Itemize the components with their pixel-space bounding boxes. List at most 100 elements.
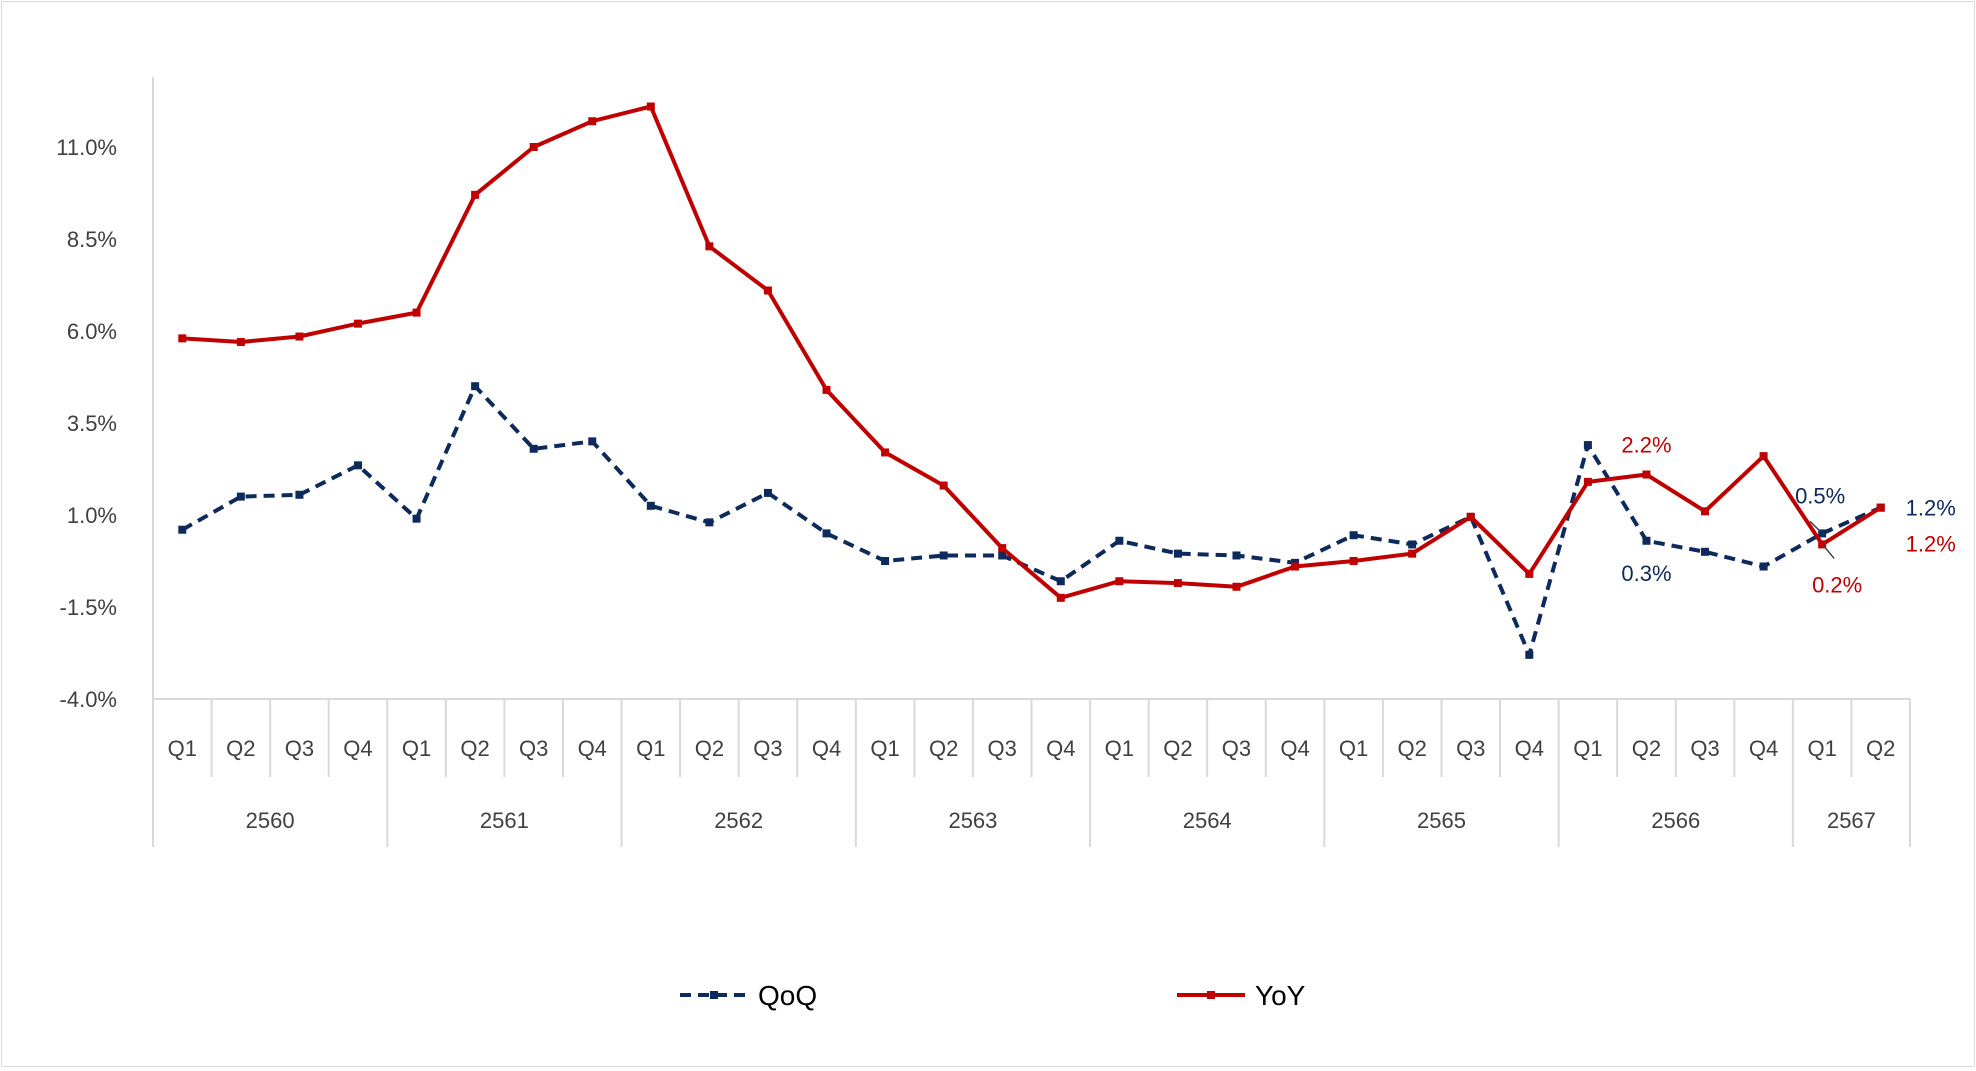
quarter-label: Q1 xyxy=(1105,736,1134,761)
point-qoq xyxy=(588,437,597,446)
point-qoq xyxy=(939,551,948,560)
point-qoq xyxy=(646,501,655,510)
point-qoq xyxy=(1173,549,1182,558)
data-label-yoy: 2.2% xyxy=(1621,433,1671,458)
quarter-label: Q2 xyxy=(695,736,724,761)
quarter-label: Q4 xyxy=(1515,736,1544,761)
point-yoy xyxy=(1818,540,1827,549)
point-yoy xyxy=(236,338,245,347)
point-yoy xyxy=(939,481,948,490)
quarter-label: Q2 xyxy=(1866,736,1895,761)
y-tick-label: -1.5% xyxy=(60,595,117,620)
quarter-label: Q2 xyxy=(1163,736,1192,761)
series-line-yoy xyxy=(182,104,1882,600)
point-yoy xyxy=(178,334,187,343)
quarter-label: Q2 xyxy=(226,736,255,761)
data-label-qoq: 0.5% xyxy=(1795,483,1845,508)
point-yoy xyxy=(1525,569,1534,578)
year-label: 2560 xyxy=(246,808,295,833)
point-qoq xyxy=(763,488,772,497)
quarter-label: Q3 xyxy=(1456,736,1485,761)
year-label: 2564 xyxy=(1183,808,1232,833)
quarter-label: Q1 xyxy=(870,736,899,761)
point-yoy xyxy=(1173,579,1182,588)
legend: QoQ YoY xyxy=(680,980,1306,1011)
quarter-label: Q2 xyxy=(1632,736,1661,761)
data-label-yoy: 1.2% xyxy=(1906,532,1956,557)
data-label-yoy: 0.2% xyxy=(1812,572,1862,597)
point-qoq xyxy=(178,525,187,534)
axes xyxy=(152,77,1911,847)
quarter-label: Q1 xyxy=(402,736,431,761)
year-label: 2561 xyxy=(480,808,529,833)
legend-marker-yoy xyxy=(1207,991,1215,999)
point-yoy xyxy=(1349,557,1358,565)
point-yoy xyxy=(1408,549,1417,558)
quarter-label: Q2 xyxy=(929,736,958,761)
leader-line xyxy=(1809,520,1821,532)
point-qoq xyxy=(705,518,714,527)
point-yoy xyxy=(1642,470,1651,479)
y-tick-label: 11.0% xyxy=(56,135,117,160)
quarter-label: Q3 xyxy=(1222,736,1251,761)
quarter-label: Q4 xyxy=(1280,736,1309,761)
point-qoq xyxy=(1818,529,1827,538)
point-yoy xyxy=(1291,562,1300,571)
point-qoq xyxy=(881,557,890,565)
quarter-label: Q1 xyxy=(636,736,665,761)
y-tick-label: 8.5% xyxy=(67,227,117,252)
point-qoq xyxy=(1056,577,1065,586)
y-tick-label: -4.0% xyxy=(60,687,117,712)
y-tick-label: 1.0% xyxy=(67,503,117,528)
point-yoy xyxy=(1115,577,1124,586)
point-qoq xyxy=(353,461,362,470)
quarter-label: Q4 xyxy=(343,736,372,761)
point-yoy xyxy=(1701,507,1710,516)
point-qoq xyxy=(295,490,304,499)
point-yoy xyxy=(529,143,538,151)
year-label: 2562 xyxy=(714,808,763,833)
point-yoy xyxy=(588,117,597,126)
point-yoy xyxy=(1232,582,1241,591)
y-tick-label: 6.0% xyxy=(67,319,117,344)
point-yoy xyxy=(412,308,421,317)
legend-label-qoq: QoQ xyxy=(758,980,817,1011)
point-yoy xyxy=(705,242,714,251)
y-axis-ticks: 11.0% 8.5% 6.0% 3.5% 1.0% -1.5% -4.0% xyxy=(56,135,117,712)
quarter-label: Q3 xyxy=(753,736,782,761)
quarter-label: Q3 xyxy=(1690,736,1719,761)
year-label: 2567 xyxy=(1827,808,1876,833)
point-qoq xyxy=(1349,531,1358,540)
point-yoy xyxy=(295,332,304,341)
quarter-label: Q1 xyxy=(1339,736,1368,761)
quarter-label: Q1 xyxy=(168,736,197,761)
legend-label-yoy: YoY xyxy=(1255,980,1306,1011)
quarter-label: Q4 xyxy=(578,736,607,761)
point-qoq xyxy=(471,382,480,391)
quarter-label: Q2 xyxy=(1398,736,1427,761)
point-qoq xyxy=(822,529,831,538)
point-yoy xyxy=(1876,503,1885,512)
point-yoy xyxy=(1759,452,1768,461)
series-line-qoq xyxy=(181,384,1882,657)
point-yoy xyxy=(998,544,1007,553)
quarter-label: Q3 xyxy=(988,736,1017,761)
leader-line xyxy=(1823,545,1835,559)
point-qoq xyxy=(1583,441,1592,450)
point-qoq xyxy=(236,492,245,501)
point-yoy xyxy=(471,190,480,199)
data-labels: 0.3% 0.5% 1.2% 2.2% 0.2% 1.2% xyxy=(1621,433,1955,598)
point-qoq xyxy=(1232,551,1241,560)
point-yoy xyxy=(822,385,831,394)
quarter-label: Q3 xyxy=(285,736,314,761)
point-yoy xyxy=(646,102,655,111)
point-qoq xyxy=(1759,562,1768,571)
quarter-label: Q4 xyxy=(1749,736,1778,761)
quarter-label: Q4 xyxy=(812,736,841,761)
year-label: 2566 xyxy=(1651,808,1700,833)
point-yoy xyxy=(1583,477,1592,486)
point-yoy xyxy=(1466,512,1475,521)
x-axis-categories: Q1 Q2 Q3 Q4 Q1 Q2 Q3 Q4 Q1 Q2 Q3 Q4 Q1 Q2 Q3 Q4 Q1 Q2 Q3 Q4… xyxy=(168,736,1896,833)
